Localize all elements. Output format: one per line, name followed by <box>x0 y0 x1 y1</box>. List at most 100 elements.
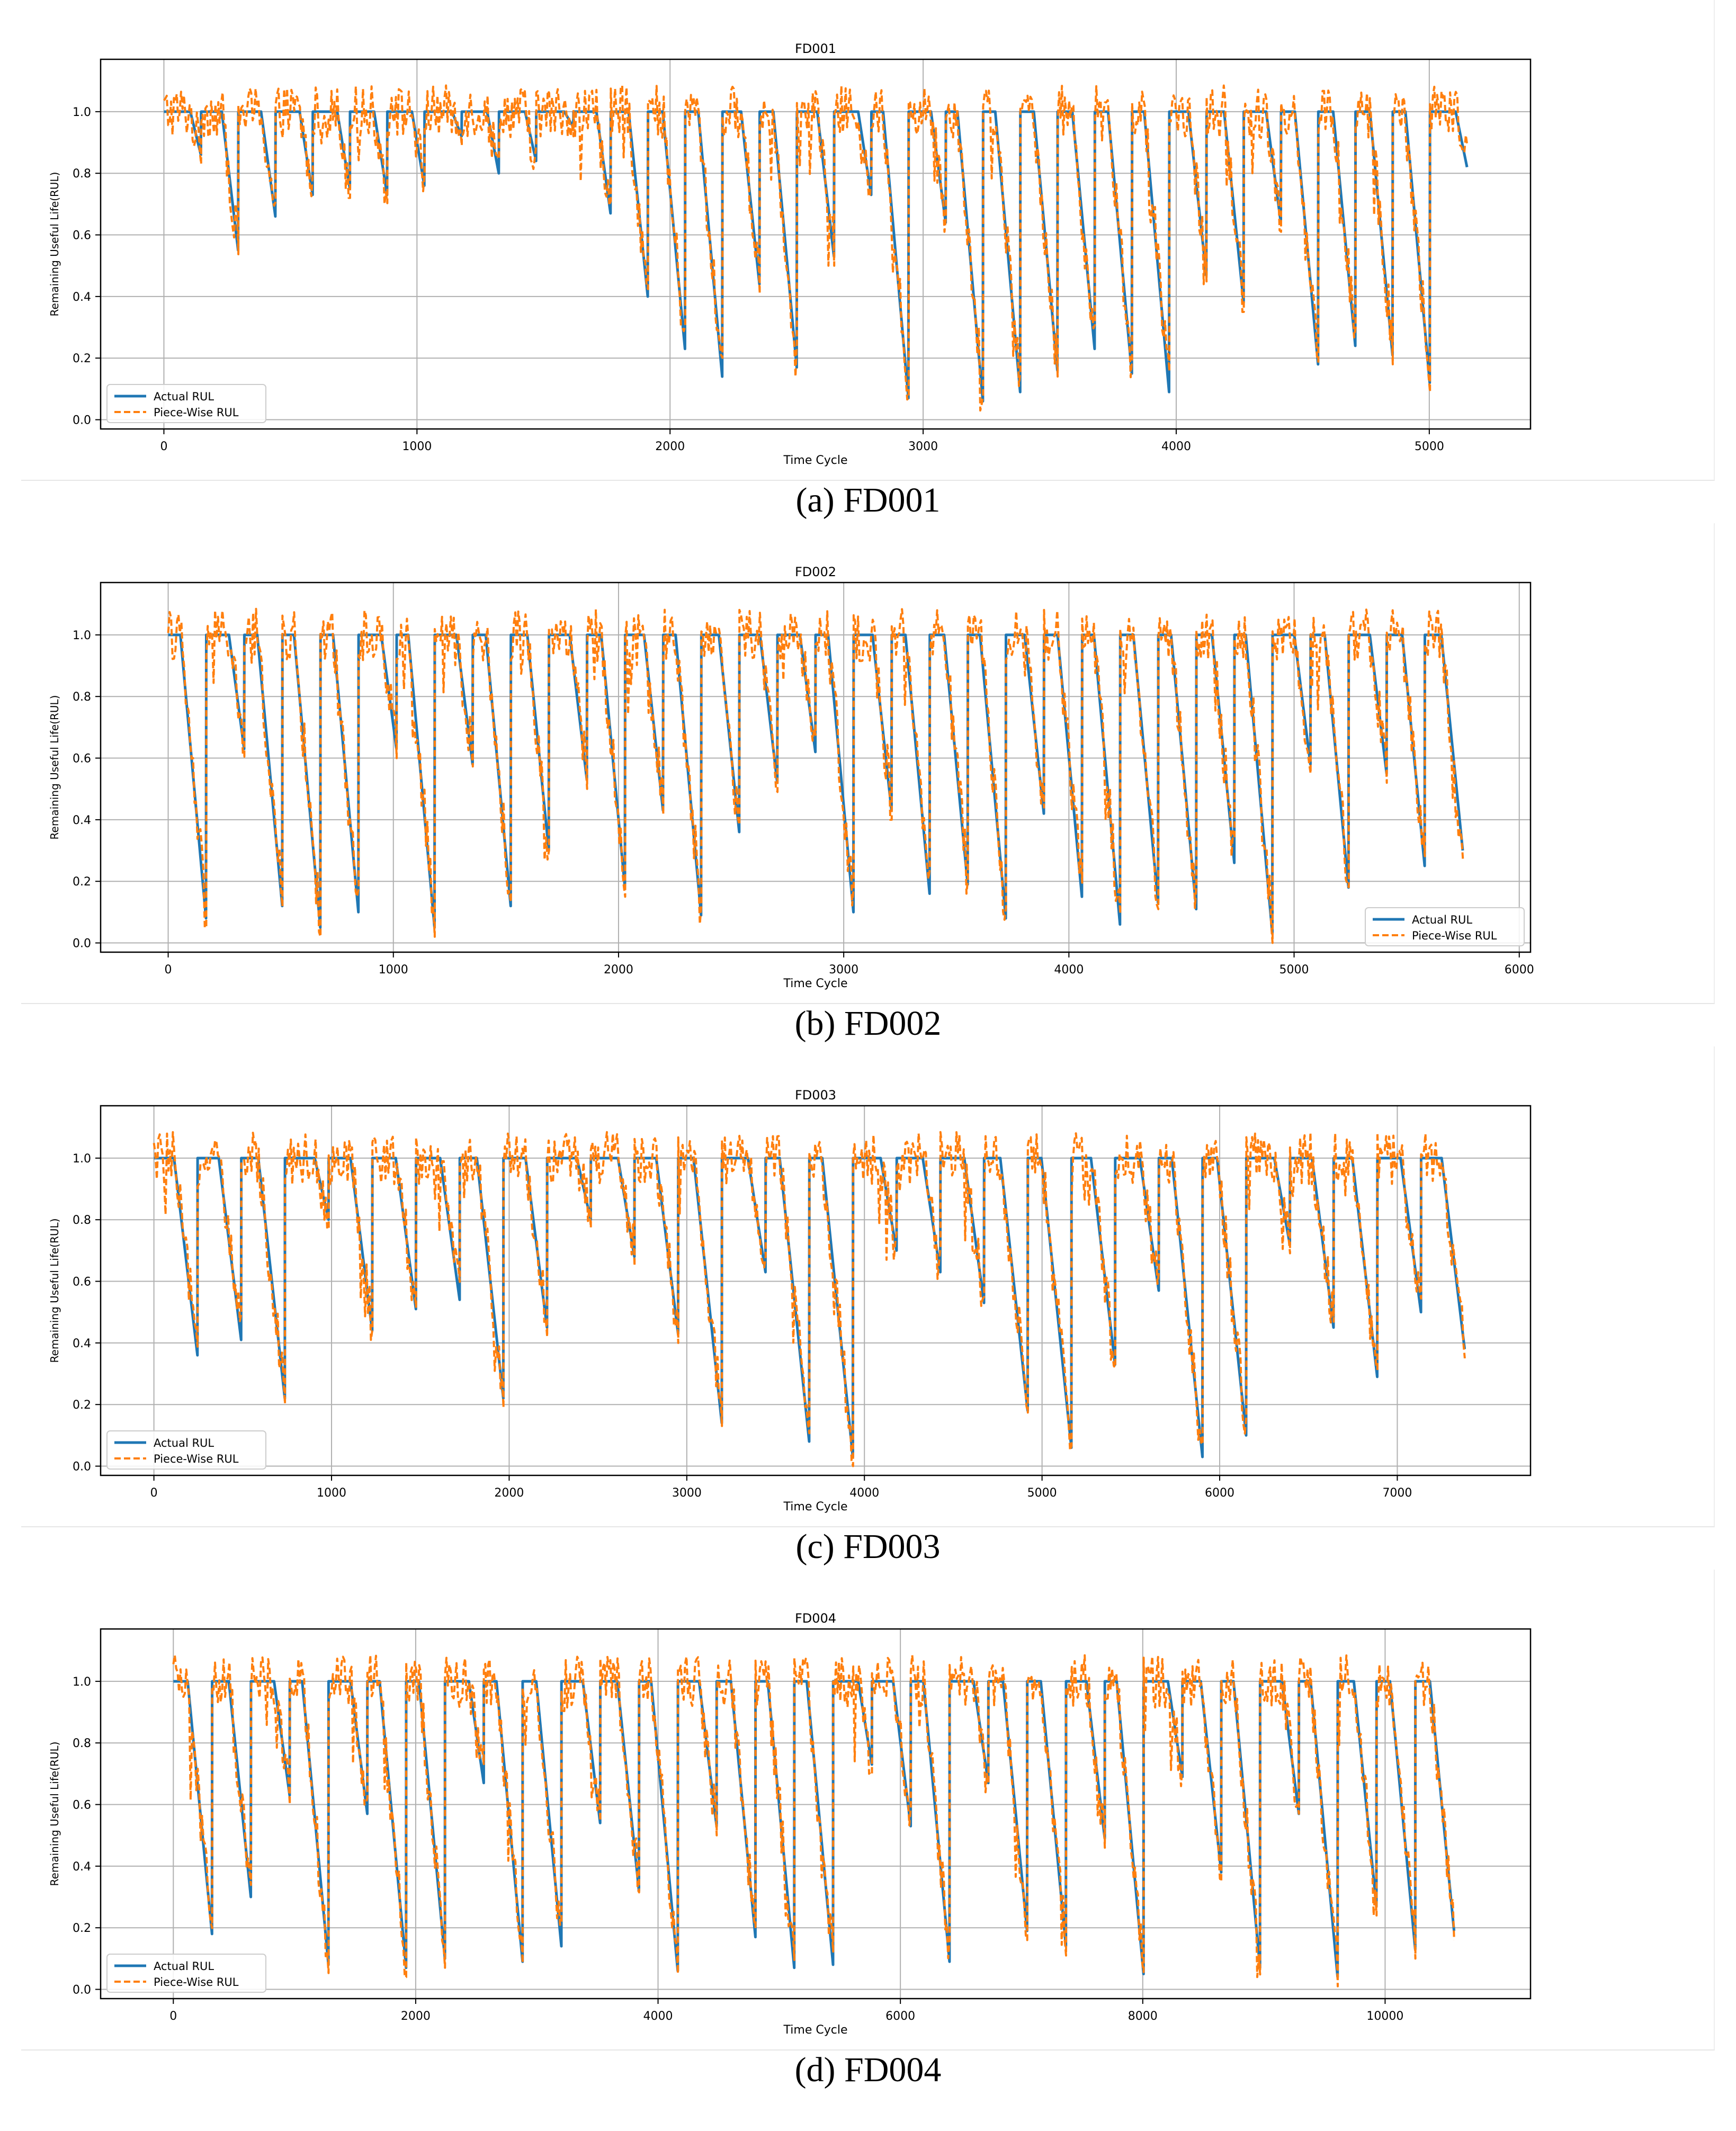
x-tick-label: 6000 <box>885 2010 915 2023</box>
x-tick-label: 2000 <box>604 963 633 977</box>
x-tick-label: 2000 <box>494 1487 524 1500</box>
x-tick-label: 3000 <box>672 1487 702 1500</box>
series-line-piece-wise-rul <box>163 84 1469 412</box>
series-line-actual-rul <box>173 1680 1456 1978</box>
x-tick-label: 2000 <box>655 440 685 453</box>
x-tick-label: 3000 <box>829 963 858 977</box>
chart-frame <box>21 0 1715 481</box>
x-tick-label: 10000 <box>1366 2010 1403 2023</box>
series-group <box>167 607 1464 944</box>
x-tick-label: 1000 <box>379 963 408 977</box>
series-line-piece-wise-rul <box>167 607 1464 944</box>
plot-area-border <box>100 1628 1532 2000</box>
legend: Actual RUL Piece-Wise RUL <box>106 384 266 423</box>
y-tick-label: 0.0 <box>73 937 91 951</box>
x-tick-label: 7000 <box>1382 1487 1412 1500</box>
series-line-actual-rul <box>168 633 1464 935</box>
legend-label-piece-wise-rul: Piece-Wise RUL <box>1412 929 1497 942</box>
y-tick-label: 0.8 <box>73 691 91 704</box>
y-axis-label: Remaining Useful Life(RUL) <box>48 1742 61 1886</box>
chart-panel-fd004: 0 2000 4000 6000 8000 10000 0.0 0.2 0.4 0.6 0.8 1.0… <box>21 1570 1715 2089</box>
chart-panel-fd003: 0 1000 2000 3000 4000 5000 6000 7000 0.0 0.2 0.4 0.… <box>21 1046 1715 1566</box>
figure-caption: (d) FD004 <box>794 2051 942 2089</box>
y-tick-label: 1.0 <box>73 629 91 642</box>
x-tick-label: 2000 <box>401 2010 431 2023</box>
y-axis-label: Remaining Useful Life(RUL) <box>48 695 61 840</box>
y-tick-label: 0.8 <box>73 167 91 181</box>
x-tick-label: 4000 <box>849 1487 879 1500</box>
chart-title: FD002 <box>795 565 836 579</box>
x-tick-label: 5000 <box>1415 440 1444 453</box>
x-tick-label: 8000 <box>1128 2010 1158 2023</box>
series-line-actual-rul <box>164 110 1469 403</box>
chart-fd001: 0 1000 2000 3000 4000 5000 0.0 0.2 0.4 0.6 0.8 1.0 F… <box>48 41 1532 467</box>
y-tick-label: 0.8 <box>73 1214 91 1227</box>
plot-area-border <box>100 1105 1532 1476</box>
legend-box <box>106 1430 266 1470</box>
x-tick-label: 6000 <box>1205 1487 1234 1500</box>
legend: Actual RUL Piece-Wise RUL <box>106 1954 266 1993</box>
legend-label-piece-wise-rul: Piece-Wise RUL <box>154 1453 239 1465</box>
x-tick-label: 0 <box>165 963 172 977</box>
chart-fd003: 0 1000 2000 3000 4000 5000 6000 7000 0.0 0.2 0.4 0.… <box>48 1088 1532 1514</box>
x-tick-label: 0 <box>150 1487 158 1500</box>
y-tick-label: 0.6 <box>73 1276 91 1289</box>
y-tick-label: 1.0 <box>73 1676 91 1689</box>
legend-label-actual-rul: Actual RUL <box>154 390 214 403</box>
y-tick-label: 0.4 <box>73 1337 91 1350</box>
legend-box <box>1365 907 1525 946</box>
series-group <box>172 1654 1456 1987</box>
x-axis-label: Time Cycle <box>783 454 848 467</box>
legend: Actual RUL Piece-Wise RUL <box>1365 907 1525 946</box>
legend: Actual RUL Piece-Wise RUL <box>106 1430 266 1470</box>
x-tick-label: 0 <box>169 2010 177 2023</box>
chart-title: FD004 <box>795 1611 836 1626</box>
chart-title: FD001 <box>795 41 836 56</box>
y-tick-label: 0.6 <box>73 1799 91 1812</box>
plot-area-border <box>100 581 1532 953</box>
y-axis-label: Remaining Useful Life(RUL) <box>48 172 61 317</box>
x-tick-label: 6000 <box>1505 963 1534 977</box>
legend-label-piece-wise-rul: Piece-Wise RUL <box>154 1976 239 1989</box>
x-tick-label: 1000 <box>317 1487 346 1500</box>
chart-fd004: 0 2000 4000 6000 8000 10000 0.0 0.2 0.4 0.6 0.8 1.0… <box>48 1611 1532 2037</box>
x-axis-label: Time Cycle <box>783 2023 848 2037</box>
chart-panel-fd001: 0 1000 2000 3000 4000 5000 0.0 0.2 0.4 0.6 0.8 1.0 F… <box>21 0 1715 520</box>
x-tick-label: 0 <box>160 440 167 453</box>
x-tick-label: 5000 <box>1027 1487 1057 1500</box>
x-tick-label: 4000 <box>1054 963 1084 977</box>
x-axis-label: Time Cycle <box>783 1500 848 1514</box>
series-line-piece-wise-rul <box>172 1654 1455 1987</box>
y-tick-label: 0.0 <box>73 1461 91 1474</box>
series-group <box>153 1131 1466 1467</box>
x-tick-label: 1000 <box>402 440 432 453</box>
x-axis-label: Time Cycle <box>783 977 848 990</box>
y-tick-label: 0.0 <box>73 414 91 427</box>
y-tick-label: 1.0 <box>73 1152 91 1166</box>
legend-box <box>106 1954 266 1993</box>
figure-caption: (c) FD003 <box>795 1527 941 1566</box>
y-tick-label: 0.2 <box>73 875 91 889</box>
chart-frame <box>21 1046 1715 1527</box>
legend-label-actual-rul: Actual RUL <box>154 1437 214 1449</box>
legend-label-actual-rul: Actual RUL <box>154 1960 214 1973</box>
chart-frame <box>21 523 1715 1004</box>
y-tick-label: 0.0 <box>73 1984 91 1997</box>
legend-box <box>106 384 266 423</box>
y-tick-label: 1.0 <box>73 106 91 119</box>
chart-panel-fd002: 0 1000 2000 3000 4000 5000 6000 0.0 0.2 0.4 0.6 0.8… <box>21 523 1715 1043</box>
y-tick-label: 0.6 <box>73 229 91 243</box>
y-tick-label: 0.2 <box>73 352 91 365</box>
chart-title: FD003 <box>795 1088 836 1103</box>
x-tick-label: 4000 <box>643 2010 673 2023</box>
figure-caption: (a) FD001 <box>795 481 941 520</box>
y-tick-label: 0.4 <box>73 814 91 827</box>
legend-label-piece-wise-rul: Piece-Wise RUL <box>154 406 239 419</box>
y-tick-label: 0.2 <box>73 1399 91 1412</box>
x-tick-label: 3000 <box>908 440 938 453</box>
series-line-piece-wise-rul <box>153 1131 1466 1467</box>
chart-fd002: 0 1000 2000 3000 4000 5000 6000 0.0 0.2 0.4 0.6 0.8… <box>48 565 1534 990</box>
series-group <box>163 84 1469 412</box>
y-tick-label: 0.8 <box>73 1737 91 1750</box>
y-tick-label: 0.6 <box>73 753 91 766</box>
